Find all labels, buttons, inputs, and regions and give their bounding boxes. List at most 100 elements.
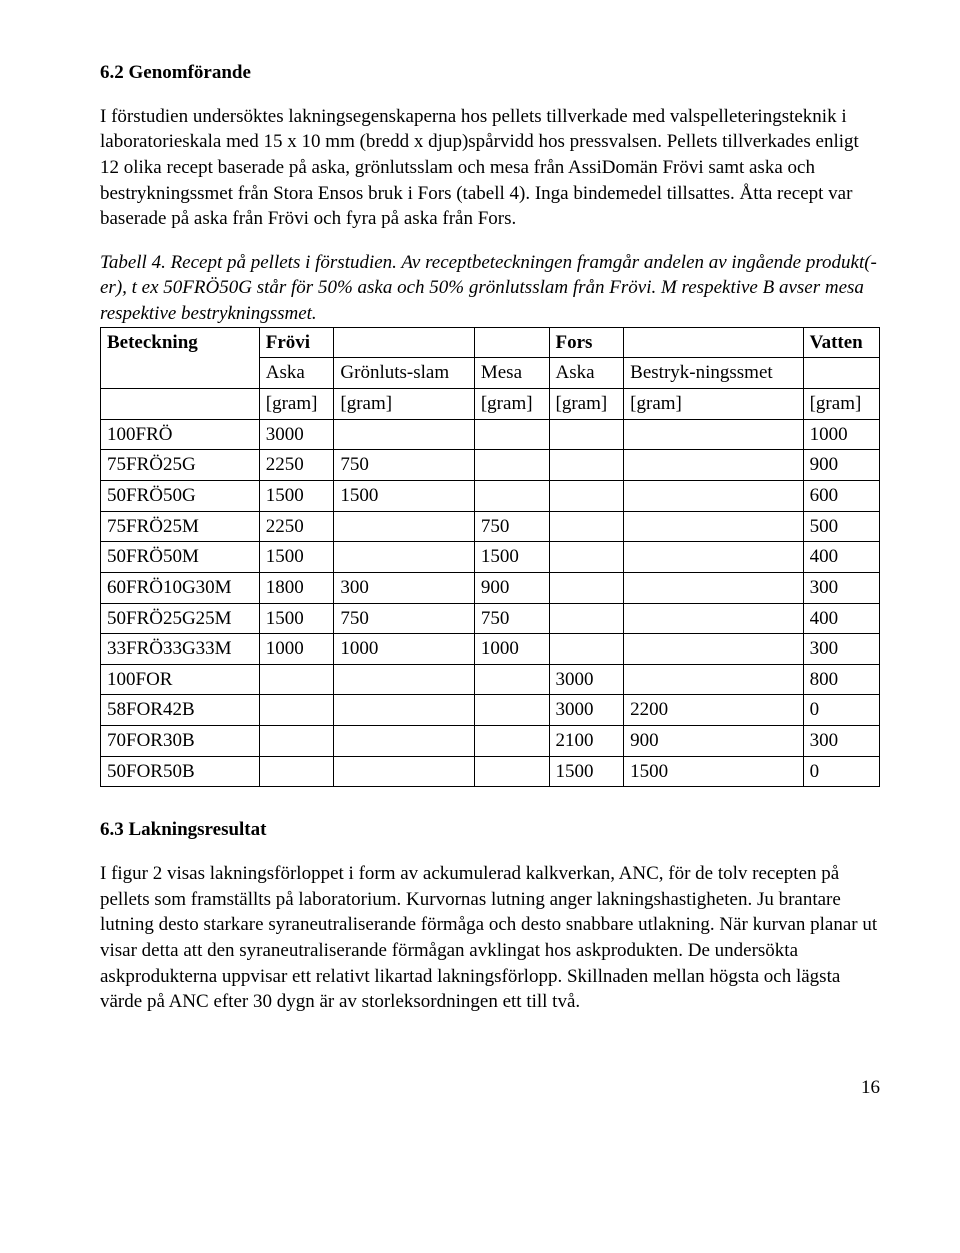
table-cell: 750 [334, 603, 474, 634]
table-cell: 1800 [259, 572, 334, 603]
table-row: 75FRÖ25G2250750900 [101, 450, 880, 481]
paragraph-6-3: I figur 2 visas lakningsförloppet i form… [100, 861, 880, 1015]
table-cell [474, 664, 549, 695]
table-cell: 1000 [474, 634, 549, 665]
table-cell [549, 572, 624, 603]
table-cell: 75FRÖ25M [101, 511, 260, 542]
table-cell: 750 [334, 450, 474, 481]
table-header-row-1: Beteckning Frövi Fors Vatten [101, 327, 880, 358]
table-cell: 3000 [549, 664, 624, 695]
table-cell: 58FOR42B [101, 695, 260, 726]
col-beteckning: Beteckning [101, 327, 260, 388]
table-cell: 2100 [549, 726, 624, 757]
col-aska-frovi: Aska [259, 358, 334, 389]
table-cell: 300 [803, 634, 879, 665]
table-cell: 33FRÖ33G33M [101, 634, 260, 665]
section-heading-6-2: 6.2 Genomförande [100, 60, 880, 86]
table-cell: 900 [803, 450, 879, 481]
table-cell: 1500 [259, 480, 334, 511]
unit-gram: [gram] [549, 389, 624, 420]
table-cell: 300 [803, 726, 879, 757]
table-cell [259, 664, 334, 695]
table-cell [624, 511, 803, 542]
recipe-table: Beteckning Frövi Fors Vatten Aska Grönlu… [100, 327, 880, 788]
table-row: 75FRÖ25M2250 750 500 [101, 511, 880, 542]
table-row: 50FOR50B150015000 [101, 756, 880, 787]
table-cell [624, 542, 803, 573]
table-cell: 300 [334, 572, 474, 603]
col-vatten: Vatten [803, 327, 879, 358]
table-row: 58FOR42B 300022000 [101, 695, 880, 726]
table-cell [474, 695, 549, 726]
col-empty [101, 389, 260, 420]
table-cell [259, 726, 334, 757]
table-cell: 0 [803, 695, 879, 726]
col-mesa: Mesa [474, 358, 549, 389]
table-cell: 1500 [549, 756, 624, 787]
table-cell [549, 450, 624, 481]
table-caption: Tabell 4. Recept på pellets i förstudien… [100, 250, 880, 327]
page-number: 16 [100, 1075, 880, 1101]
col-fors: Fors [549, 327, 624, 358]
col-gronluts: Grönluts-slam [334, 358, 474, 389]
table-cell: 0 [803, 756, 879, 787]
paragraph-6-2: I förstudien undersöktes lakningsegenska… [100, 104, 880, 232]
table-cell: 1500 [334, 480, 474, 511]
col-empty [334, 327, 474, 358]
col-frovi: Frövi [259, 327, 334, 358]
unit-gram: [gram] [803, 389, 879, 420]
table-cell [549, 419, 624, 450]
table-row: 60FRÖ10G30M1800300900300 [101, 572, 880, 603]
table-cell [624, 634, 803, 665]
table-cell: 1500 [259, 603, 334, 634]
table-cell: 800 [803, 664, 879, 695]
table-cell: 100FOR [101, 664, 260, 695]
table-cell: 1500 [624, 756, 803, 787]
table-cell: 600 [803, 480, 879, 511]
table-cell [474, 480, 549, 511]
table-cell: 300 [803, 572, 879, 603]
table-cell: 1500 [259, 542, 334, 573]
table-cell: 400 [803, 542, 879, 573]
table-cell: 1000 [803, 419, 879, 450]
table-cell: 500 [803, 511, 879, 542]
table-cell [624, 419, 803, 450]
table-cell: 1000 [259, 634, 334, 665]
table-cell [624, 664, 803, 695]
table-cell: 900 [624, 726, 803, 757]
table-cell [549, 603, 624, 634]
table-cell: 750 [474, 511, 549, 542]
section-heading-6-3: 6.3 Lakningsresultat [100, 817, 880, 843]
table-cell: 2250 [259, 511, 334, 542]
table-cell [624, 450, 803, 481]
col-bestryk: Bestryk-ningssmet [624, 358, 803, 389]
table-cell: 70FOR30B [101, 726, 260, 757]
table-cell: 2200 [624, 695, 803, 726]
col-aska-fors: Aska [549, 358, 624, 389]
table-cell [259, 756, 334, 787]
table-cell: 1500 [474, 542, 549, 573]
table-cell [474, 450, 549, 481]
table-cell [474, 419, 549, 450]
table-row: 50FRÖ50G15001500600 [101, 480, 880, 511]
table-cell: 2250 [259, 450, 334, 481]
table-cell: 900 [474, 572, 549, 603]
table-cell [334, 419, 474, 450]
table-cell: 3000 [259, 419, 334, 450]
unit-gram: [gram] [334, 389, 474, 420]
table-row: 100FRÖ30001000 [101, 419, 880, 450]
table-cell: 400 [803, 603, 879, 634]
table-cell [549, 542, 624, 573]
table-row: 50FRÖ25G25M1500750750400 [101, 603, 880, 634]
table-cell [334, 756, 474, 787]
table-cell [624, 480, 803, 511]
table-cell [334, 664, 474, 695]
unit-gram: [gram] [474, 389, 549, 420]
table-cell: 1000 [334, 634, 474, 665]
table-cell: 50FRÖ50M [101, 542, 260, 573]
table-cell [259, 695, 334, 726]
table-cell: 3000 [549, 695, 624, 726]
table-cell: 50FRÖ25G25M [101, 603, 260, 634]
table-cell: 750 [474, 603, 549, 634]
table-header-row-3: [gram] [gram] [gram] [gram] [gram] [gram… [101, 389, 880, 420]
